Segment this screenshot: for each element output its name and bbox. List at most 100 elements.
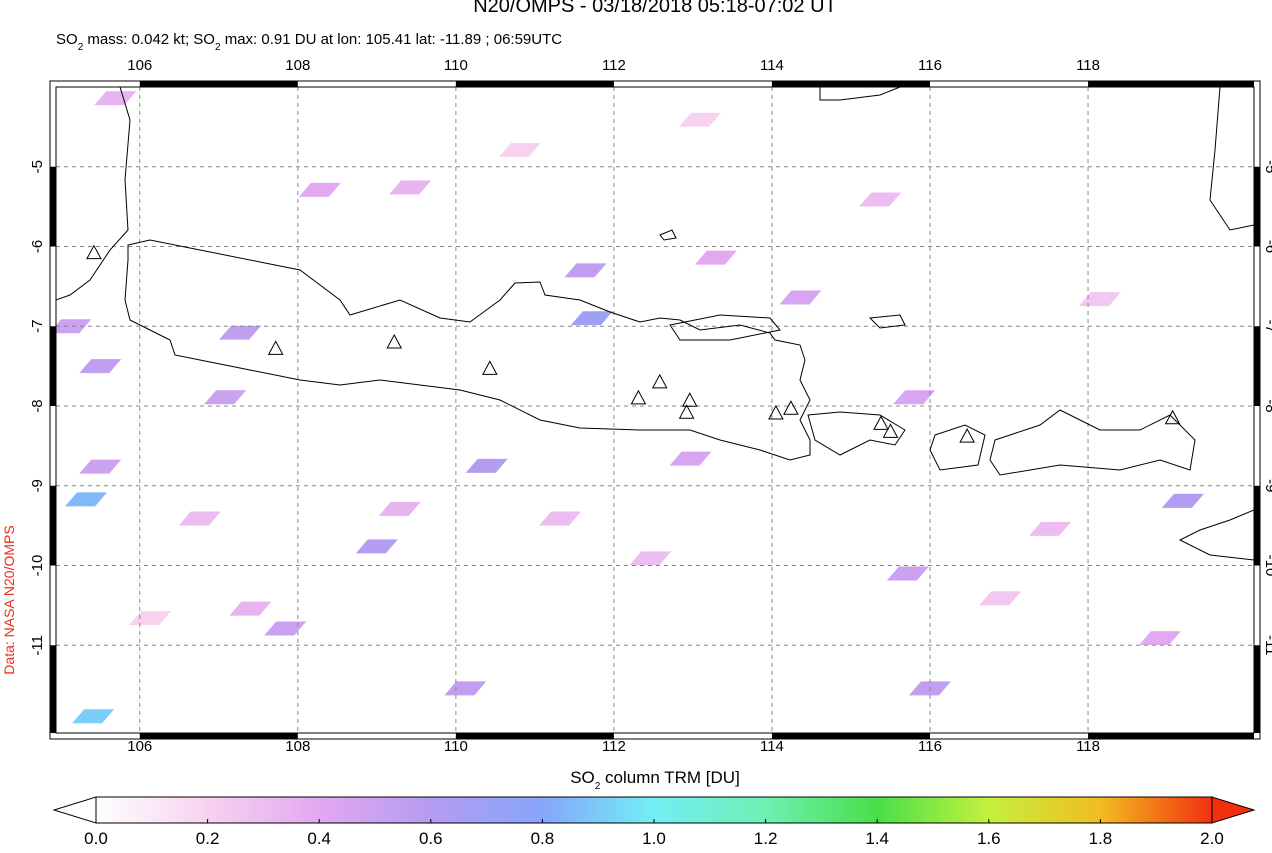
colorbar-tick-label: 1.8: [1089, 829, 1113, 848]
so2-pixel: [629, 551, 672, 566]
colorbar: 0.0 0.2 0.4 0.6 0.8 1.0 1.2 1.4 1.6 1.8 2.0: [52, 796, 1256, 848]
colorbar-tick-label: 2.0: [1200, 829, 1224, 848]
x-axis-label: SO2 column TRM [DU]: [570, 768, 740, 792]
y-tick-label: -5: [29, 160, 46, 173]
x-label-part: SO: [570, 768, 595, 787]
subtitle: SO2 mass: 0.042 kt; SO2 max: 0.91 DU at …: [56, 31, 562, 53]
volcano: [678, 404, 695, 419]
frame-bar: [139, 81, 298, 87]
volcano: [482, 360, 498, 375]
frame-bar: [1088, 733, 1254, 739]
so2-pixel: [694, 250, 737, 265]
so2-pixel: [378, 501, 421, 516]
colorbar-tick-label: 1.0: [642, 829, 666, 848]
subtitle-part: max: 0.91 DU at lon: 105.41 lat: -11.89 …: [221, 31, 563, 48]
x-label-part: 2: [595, 781, 601, 792]
coastline: [819, 87, 901, 101]
y-tick-label: -8: [1262, 399, 1272, 412]
subtitle-part: mass: 0.042 kt; SO: [83, 31, 215, 48]
coastline: [124, 239, 811, 461]
so2-pixel: [886, 566, 929, 581]
so2-pixel: [72, 709, 115, 724]
so2-pixel: [1138, 631, 1181, 646]
x-label-part: column TRM [DU]: [600, 768, 740, 787]
so2-pixel: [204, 390, 247, 405]
volcano: [768, 404, 784, 420]
frame-bar: [1254, 166, 1260, 247]
colorbar-tick-label: 1.4: [865, 829, 889, 848]
frame-bar: [1254, 326, 1260, 407]
frame-bar: [771, 81, 931, 87]
y-tick-label: -7: [1262, 320, 1272, 333]
volcano: [1164, 409, 1181, 425]
x-tick-label: 118: [1076, 57, 1100, 74]
so2-pixel: [570, 311, 613, 326]
frame-bar: [771, 733, 931, 739]
coastline: [659, 229, 906, 329]
frame-bar: [50, 166, 56, 247]
so2-pixel: [178, 511, 221, 526]
volcano: [630, 389, 647, 405]
y-tick-label: -6: [1262, 240, 1272, 253]
so2-pixel: [65, 492, 108, 507]
x-tick-label: 106: [127, 57, 152, 74]
y-tick-label: -6: [29, 240, 46, 253]
x-tick-label: 114: [760, 57, 784, 74]
x-tick-label: 116: [918, 738, 942, 755]
x-tick-label: 118: [1076, 738, 1100, 755]
map-area: [56, 87, 1254, 733]
coastline: [929, 424, 986, 471]
so2-pixel: [94, 91, 137, 106]
so2-pixel: [859, 192, 902, 207]
x-tick-label: 108: [285, 738, 310, 755]
so2-pixel: [893, 390, 936, 405]
so2-pixel: [389, 180, 432, 195]
y-tick-label: -9: [1262, 479, 1272, 492]
x-tick-label: 110: [444, 57, 468, 74]
frame-border: [55, 86, 1255, 734]
coastline: [807, 411, 906, 456]
so2-pixel: [79, 459, 122, 474]
y-tick-label: -11: [29, 635, 46, 656]
y-tick-label: -11: [1262, 635, 1272, 656]
frame-bar: [455, 733, 614, 739]
x-tick-label: 112: [602, 738, 626, 755]
so2-pixel: [444, 681, 487, 696]
grid: [56, 87, 1254, 733]
volcano: [267, 340, 284, 355]
so2-pixel: [679, 112, 722, 127]
coastline: [56, 87, 131, 301]
volcano: [651, 373, 668, 389]
credit: Data: NASA N20/OMPS: [1, 525, 17, 674]
frame-bar: [1088, 81, 1254, 87]
volcano: [783, 400, 799, 415]
x-tick-label: 112: [602, 57, 626, 74]
frame-bar: [50, 485, 56, 566]
so2-pixel: [669, 451, 712, 466]
x-tick-label: 106: [127, 738, 152, 755]
so2-pixel: [465, 458, 508, 473]
map-frame: 106 106 108 108 110 110 112 112 114 114 116 116 118 1…: [29, 57, 1272, 755]
frame-bar: [1254, 645, 1260, 733]
y-tick-label: -7: [29, 320, 46, 333]
colorbar-tick-label: 1.6: [977, 829, 1001, 848]
so2-pixel: [539, 511, 582, 526]
coastline: [1209, 87, 1254, 231]
y-tick-label: -9: [29, 479, 46, 492]
pixel-layer: [56, 91, 1204, 724]
x-tick-label: 114: [760, 738, 784, 755]
volcano: [86, 244, 102, 260]
coastline: [989, 409, 1196, 476]
so2-pixel: [979, 591, 1022, 606]
so2-pixel: [564, 263, 607, 278]
volcano: [882, 423, 899, 438]
y-tick-label: -8: [29, 399, 46, 412]
volcano-layer: [86, 244, 1181, 443]
subtitle-part: SO: [56, 31, 78, 48]
colorbar-tick-label: 0.0: [84, 829, 108, 848]
volcano: [386, 333, 403, 349]
coastline: [669, 314, 781, 341]
frame-bar: [455, 81, 614, 87]
so2-pixel: [1078, 292, 1121, 307]
